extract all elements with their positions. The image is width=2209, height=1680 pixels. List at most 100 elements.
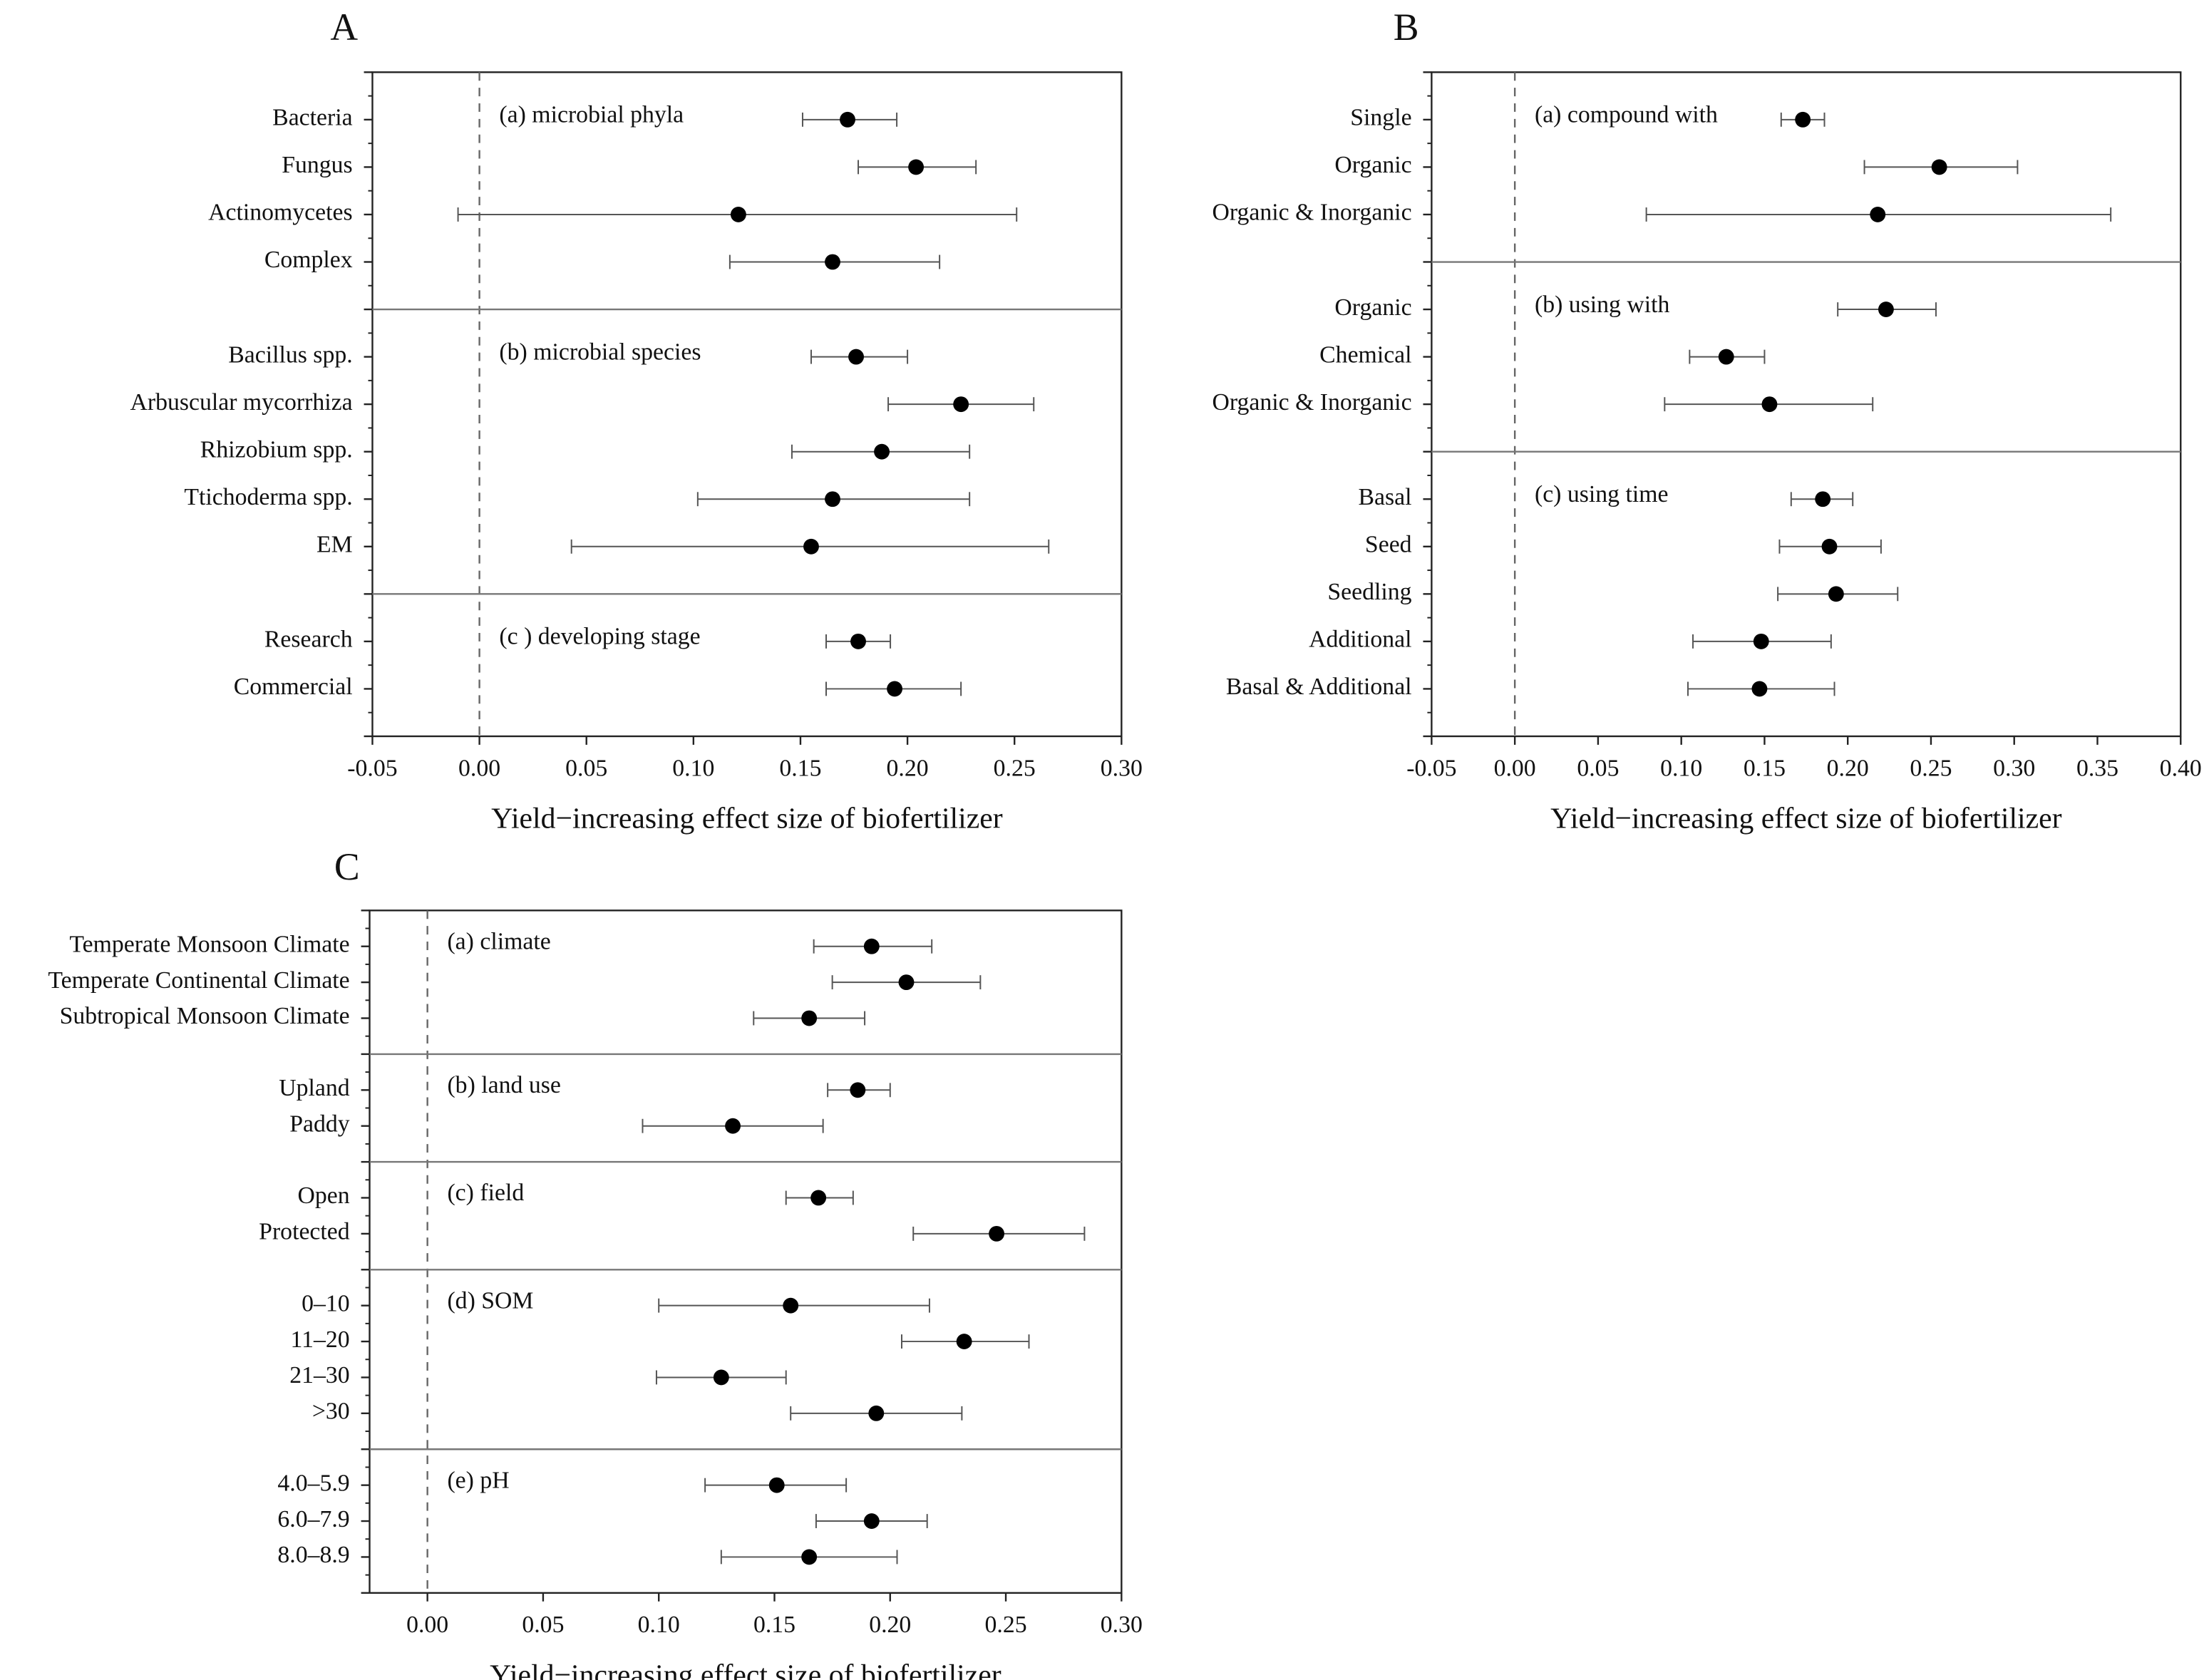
x-tick-label: 0.25 <box>985 1612 1027 1638</box>
point-estimate <box>825 254 840 270</box>
x-tick-label: 0.20 <box>887 755 929 781</box>
point-estimate <box>863 938 880 954</box>
y-tick-label: Rhizobium spp. <box>200 436 353 463</box>
y-tick-label: Paddy <box>289 1110 350 1137</box>
y-tick-label: Actinomycetes <box>208 200 353 226</box>
point-estimate <box>801 1010 818 1026</box>
y-tick-label: Seedling <box>1327 579 1411 605</box>
y-tick-label: 8.0–8.9 <box>277 1542 349 1568</box>
y-tick-label: Temperate Continental Climate <box>48 967 349 994</box>
point-estimate <box>1878 302 1894 317</box>
x-tick-label: 0.00 <box>406 1612 448 1638</box>
y-tick-label: 6.0–7.9 <box>277 1506 349 1532</box>
x-tick-label: 0.30 <box>1993 755 2035 781</box>
point-estimate <box>848 349 864 365</box>
x-tick-label: 0.30 <box>1101 755 1143 781</box>
x-tick-label: 0.00 <box>1494 755 1536 781</box>
y-tick-label: Arbuscular mycorrhiza <box>130 389 352 416</box>
y-tick-label: 0–10 <box>302 1290 350 1316</box>
x-tick-label: 0.15 <box>753 1612 795 1638</box>
point-estimate <box>874 443 890 460</box>
x-axis-label: Yield−increasing effect size of bioferti… <box>1550 803 2062 835</box>
y-tick-label: Basal & Additional <box>1226 674 1412 700</box>
y-tick-label: Subtropical Monsoon Climate <box>60 1003 350 1029</box>
y-tick-label: Open <box>298 1182 350 1209</box>
point-estimate <box>783 1297 799 1314</box>
point-estimate <box>825 491 840 507</box>
y-tick-label: Organic & Inorganic <box>1212 389 1412 416</box>
y-tick-label: Organic <box>1334 152 1411 178</box>
y-tick-label: EM <box>316 532 353 558</box>
x-tick-label: 0.25 <box>994 755 1036 781</box>
point-estimate <box>1795 111 1811 128</box>
point-estimate <box>956 1334 972 1349</box>
y-tick-label: Research <box>264 627 353 653</box>
x-axis-label: Yield−increasing effect size of bioferti… <box>490 1659 1001 1680</box>
y-tick-label: Commercial <box>234 674 353 700</box>
point-estimate <box>1753 633 1769 649</box>
point-estimate <box>810 1190 827 1206</box>
point-estimate <box>1718 349 1734 365</box>
y-tick-label: Organic <box>1334 294 1411 321</box>
x-tick-label: 0.10 <box>1660 755 1702 781</box>
point-estimate <box>803 538 819 555</box>
x-tick-label: 0.35 <box>2076 755 2118 781</box>
x-axis-label: Yield−increasing effect size of bioferti… <box>491 803 1003 835</box>
x-tick-label: 0.05 <box>1577 755 1619 781</box>
point-estimate <box>840 111 855 128</box>
point-estimate <box>1870 207 1886 222</box>
x-tick-label: 0.05 <box>522 1612 564 1638</box>
y-tick-label: Upland <box>279 1075 350 1101</box>
point-estimate <box>989 1225 1004 1242</box>
y-tick-label: Organic & Inorganic <box>1212 200 1412 226</box>
y-tick-label: 21–30 <box>289 1362 349 1388</box>
point-estimate <box>1815 491 1831 507</box>
point-estimate <box>1821 538 1838 555</box>
x-tick-label: 0.25 <box>1910 755 1952 781</box>
y-tick-label: 4.0–5.9 <box>277 1470 349 1496</box>
x-tick-label: 0.15 <box>779 755 821 781</box>
group-label: (c) field <box>447 1180 524 1206</box>
group-label: (c ) developing stage <box>499 624 700 650</box>
y-tick-label: Single <box>1350 105 1411 131</box>
group-label: (d) SOM <box>447 1287 533 1314</box>
panel-label: A <box>330 6 358 48</box>
point-estimate <box>868 1405 885 1421</box>
y-tick-label: Bacteria <box>272 105 352 131</box>
point-estimate <box>850 633 866 649</box>
point-estimate <box>863 1513 880 1529</box>
panel-label: B <box>1394 6 1419 48</box>
group-label: (a) climate <box>447 929 550 955</box>
point-estimate <box>887 681 903 697</box>
point-estimate <box>850 1082 866 1098</box>
group-label: (a) compound with <box>1535 102 1718 128</box>
y-tick-label: >30 <box>312 1398 350 1425</box>
x-tick-label: -0.05 <box>1406 755 1456 781</box>
y-tick-label: Additional <box>1309 627 1411 653</box>
y-tick-label: Fungus <box>282 152 352 178</box>
x-tick-label: 0.05 <box>565 755 607 781</box>
point-estimate <box>1751 681 1768 697</box>
x-tick-label: 0.30 <box>1101 1612 1143 1638</box>
x-tick-label: 0.10 <box>672 755 714 781</box>
group-label: (b) land use <box>447 1072 560 1098</box>
x-tick-label: 0.00 <box>458 755 500 781</box>
point-estimate <box>953 396 969 413</box>
y-tick-label: Complex <box>264 247 353 273</box>
point-estimate <box>1761 396 1778 413</box>
point-estimate <box>898 974 915 991</box>
y-tick-label: Temperate Monsoon Climate <box>69 931 349 957</box>
y-tick-label: 11–20 <box>291 1326 350 1353</box>
x-tick-label: 0.20 <box>1827 755 1869 781</box>
group-label: (b) using with <box>1535 292 1670 318</box>
point-estimate <box>768 1477 785 1493</box>
group-label: (a) microbial phyla <box>499 102 684 128</box>
y-tick-label: Ttichoderma spp. <box>184 484 352 510</box>
y-tick-label: Basal <box>1359 484 1412 510</box>
point-estimate <box>713 1369 729 1386</box>
x-tick-label: 0.40 <box>2160 755 2202 781</box>
y-tick-label: Protected <box>259 1219 350 1245</box>
x-tick-label: -0.05 <box>347 755 397 781</box>
